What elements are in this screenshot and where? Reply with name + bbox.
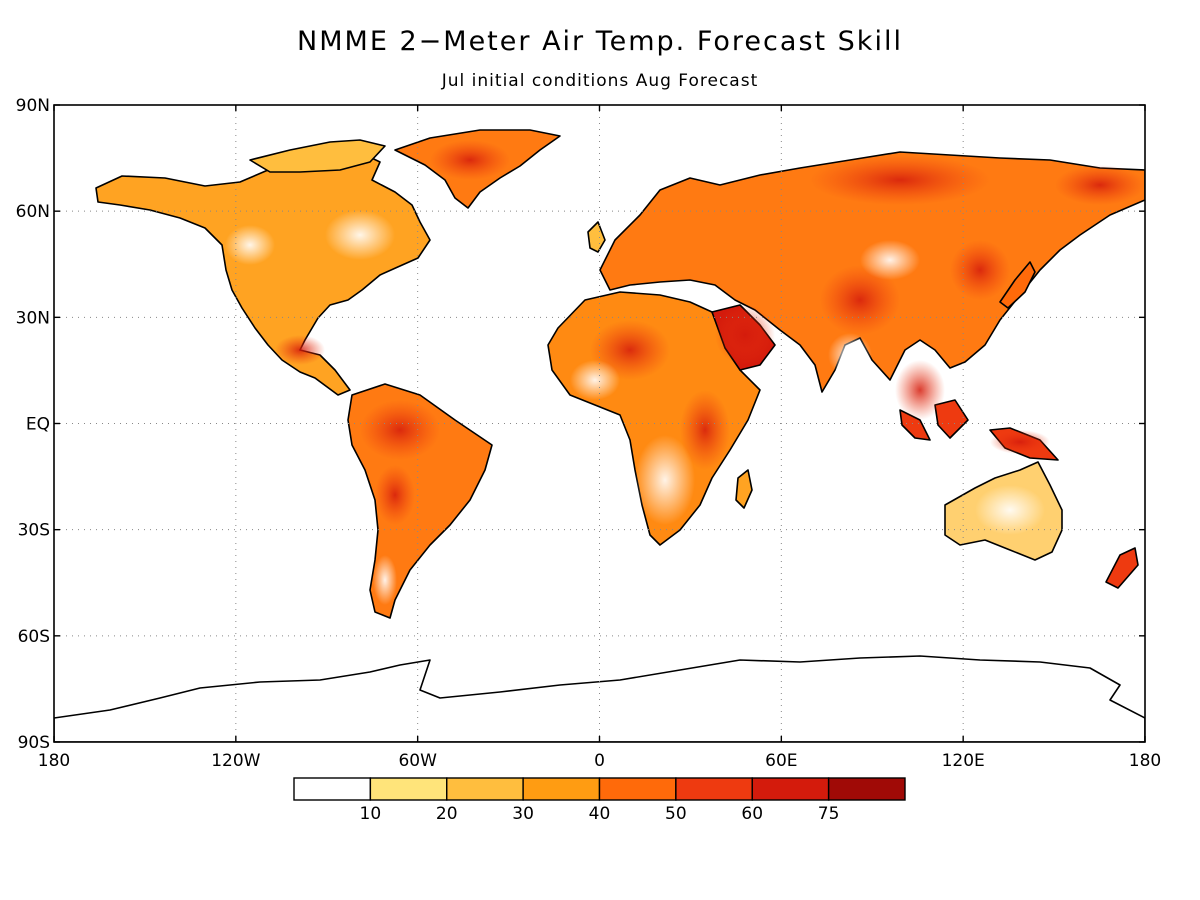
lat-label: 90S: [18, 733, 50, 753]
colorbar-label: 20: [436, 804, 458, 824]
land-madagascar: [735, 469, 753, 509]
colorbar-label: 60: [741, 804, 763, 824]
colorbar-bin: [827, 777, 906, 801]
lat-label: 60S: [18, 627, 50, 647]
lon-label: 120W: [211, 751, 260, 771]
land-british-isles: [587, 221, 606, 253]
colorbar-label: 30: [512, 804, 534, 824]
map-gridlines: [54, 105, 1145, 742]
lat-label: EQ: [26, 415, 50, 435]
colorbar-bin: [293, 777, 372, 801]
skill-lowspots: [225, 210, 1045, 605]
land-new-zealand: [1105, 547, 1139, 589]
colorbar-bin: [598, 777, 677, 801]
colorbar-label: 75: [818, 804, 840, 824]
colorbar-bin: [369, 777, 448, 801]
lat-label: 60N: [16, 202, 50, 222]
map-subtitle: Jul initial conditions Aug Forecast: [441, 71, 759, 91]
colorbar-label: 50: [665, 804, 687, 824]
colorbar-bin: [751, 777, 830, 801]
lon-label: 120E: [942, 751, 985, 771]
colorbar-bin: [522, 777, 601, 801]
lat-label: 90N: [16, 96, 50, 116]
colorbar-label: 10: [360, 804, 382, 824]
lon-label: 180: [1129, 751, 1161, 771]
lat-label: 30S: [18, 521, 50, 541]
lon-label: 0: [594, 751, 605, 771]
lat-label: 30N: [16, 308, 50, 328]
land-arctic-islands: [249, 139, 386, 173]
colorbar: 10 20 30 40 50 60 75: [293, 777, 906, 824]
latitude-axis: 90N 60N 30N EQ 30S 60S 90S: [16, 96, 1145, 753]
map-field: [54, 105, 1145, 742]
lon-label: 180: [38, 751, 70, 771]
skill-hotspots: [275, 140, 1145, 525]
colorbar-bin: [675, 777, 753, 801]
map-title: NMME 2−Meter Air Temp. Forecast Skill: [297, 26, 903, 57]
colorbar-label: 40: [589, 804, 611, 824]
longitude-axis: 180 120W 60W 0 60E 120E 180: [38, 105, 1161, 771]
lon-label: 60E: [765, 751, 797, 771]
lon-label: 60W: [398, 751, 437, 771]
land-japan: [999, 261, 1036, 309]
colorbar-bin: [446, 777, 524, 801]
